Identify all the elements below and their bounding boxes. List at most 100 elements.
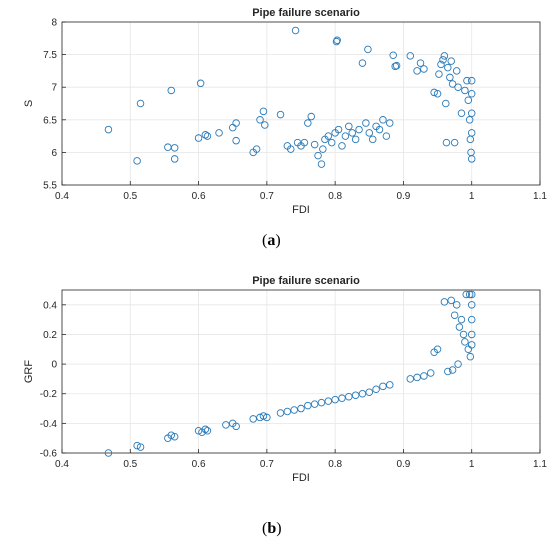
data-point [442,99,450,108]
x-axis-label: FDI [292,472,310,484]
y-axis-label: S [23,100,35,107]
data-point [345,122,353,131]
data-point [406,52,415,60]
data-point [467,89,476,98]
data-point [439,56,447,64]
data-point [457,109,466,118]
data-point [327,138,336,147]
data-point [448,80,457,88]
data-point [259,107,268,116]
chart-2: 0.4 0.5 0.6 0.7 0.8 0.9 1 1.1 -0.6 -0.4 -0.2 0 0.2 0.… [23,275,547,484]
x-tick-label: 0.5 [123,459,137,470]
data-point [338,142,346,150]
data-point [297,404,305,413]
data-point [319,145,327,153]
x-tick-label: 1 [469,191,475,202]
data-point [324,132,333,140]
data-point [291,26,300,35]
data-point [261,121,269,129]
data-point [307,112,315,121]
data-point [462,290,471,299]
x-tick-label: 0.9 [396,191,410,202]
data-point [358,389,367,398]
data-point [317,160,326,168]
chart-title: Pipe failure scenario [252,7,360,19]
data-point [452,67,461,75]
data-point [420,65,428,73]
y-tick-label: 8 [51,18,57,29]
data-point [276,409,285,417]
data-point [452,301,461,309]
y-tick-label: 0 [51,360,57,371]
data-point [442,138,451,147]
data-point [413,67,421,75]
data-point [351,135,360,144]
x-tick-label: 0.4 [55,191,69,202]
data-point [136,443,145,451]
data-point [133,441,141,450]
data-point [167,86,176,95]
data-point [170,432,179,441]
data-point [446,73,454,82]
data-point [467,290,476,299]
chart-1: 0.4 0.5 0.6 0.7 0.8 0.9 1 1.1 5.5 6 6.5 7 7.5 8 Pipe f… [23,7,547,216]
axes-box [61,21,541,186]
x-tick-label: 0.7 [260,191,274,202]
data-point [416,59,425,67]
axes-box [61,289,541,454]
data-point [365,129,374,137]
y-tick-label: 7.5 [43,50,57,61]
data-point [368,135,377,144]
x-tick-label: 1.1 [533,459,547,470]
data-point [355,125,363,134]
data-point [467,330,476,339]
data-point [467,155,476,163]
data-point [426,369,435,377]
data-point [450,311,459,319]
data-point [463,76,471,85]
data-point [364,45,372,54]
data-point [136,99,145,108]
data-point [467,315,476,324]
data-point [203,427,212,435]
data-point [365,388,374,396]
data-point [338,394,346,402]
data-point [466,352,475,361]
data-point [283,407,292,416]
data-point [317,398,326,407]
x-tick-label: 0.7 [260,459,274,470]
data-point [440,298,449,306]
data-point [435,70,443,78]
data-point [379,382,387,391]
data-point [467,341,476,349]
x-tick-label: 0.4 [55,459,69,470]
data-point [375,125,384,134]
data-point [341,132,350,140]
data-point [201,425,210,434]
data-point [433,345,442,354]
data-point [300,138,309,147]
data-point [249,415,257,423]
data-point [133,157,141,165]
data-point [203,132,212,140]
data-point [461,86,469,95]
data-point [314,151,322,160]
chart-title: Pipe failure scenario [252,275,360,287]
x-tick-label: 0.6 [192,459,206,470]
caption-a: (a) [262,232,281,249]
data-point [201,131,210,139]
x-tick-label: 1 [469,459,475,470]
data-point [104,125,113,134]
data-point [232,422,240,431]
data-point [461,338,469,346]
data-point [465,290,474,299]
data-point [345,392,353,401]
data-point [372,385,380,394]
data-point [444,63,452,72]
data-point [413,373,421,382]
data-point [196,79,205,88]
y-tick-label: 0.2 [43,330,57,341]
data-point [467,76,476,85]
data-point [215,129,223,137]
data-point [170,144,179,152]
